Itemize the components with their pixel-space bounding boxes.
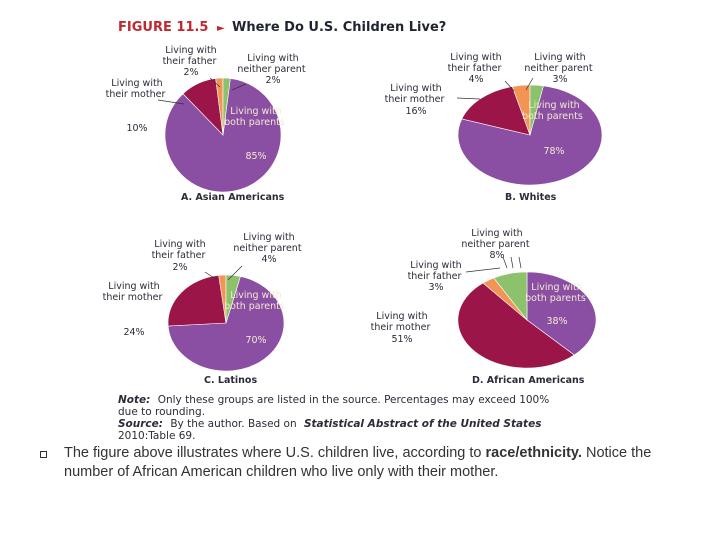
value-b-neither: 3% [552,74,567,85]
value-d-both: 38% [546,316,567,327]
caption-d: D. African Americans [472,375,585,386]
leader-c-neither [227,265,243,281]
leader-b-neither [525,77,534,91]
figure-note: Note: Only these groups are listed in th… [118,394,553,418]
figure-title: Where Do U.S. Children Live? [232,20,446,35]
value-d-neither: 8% [489,250,504,261]
leader-b-father [504,80,515,92]
slice-b-both [457,85,603,186]
slice-d-mother [457,282,575,369]
slice-c-mother [167,275,227,327]
label-c-both: Living with both parents 70% [224,290,288,346]
body-text-2: Notice the number of African American ch… [64,445,652,480]
caption-a: A. Asian Americans [181,192,285,203]
pie-chart-whites: Living with their father 4% Living with ne… [385,52,603,203]
figure-source: Source: By the author. Based on Statisti… [118,418,545,442]
slice-a-neither [222,77,231,136]
value-d-mother: 51% [391,334,412,345]
value-a-father: 2% [183,67,198,78]
value-b-both: 78% [543,146,564,157]
pie-chart-latinos: Living with their father 2% Living with ne… [103,232,304,386]
value-c-father: 2% [172,262,187,273]
value-a-mother: 10% [126,123,147,134]
label-d-father: Living with their father 3% [408,260,465,293]
caption-c: C. Latinos [204,375,257,386]
label-a-mother: Living with their mother 10% [106,78,169,134]
value-a-neither: 2% [265,75,280,86]
label-d-neither: Living with neither parent 8% [461,228,532,261]
leader-a-neither [231,83,247,91]
label-b-mother: Living with their mother 16% [385,83,448,117]
label-c-mother: Living with their mother 24% [103,281,166,338]
leader-c-father [204,271,218,281]
value-b-mother: 16% [405,106,426,117]
bullet-square-icon [40,451,47,458]
leader-a-mother [157,99,185,105]
label-c-neither: Living with neither parent 4% [233,232,304,265]
caption-b: B. Whites [505,192,557,203]
label-b-father: Living with their father 4% [448,52,505,85]
value-a-both: 85% [245,151,266,162]
slice-b-neither [529,84,544,136]
label-a-father: Living with their father 2% [163,45,220,78]
label-d-both: Living with both parents 38% [525,282,589,327]
value-b-father: 4% [468,74,483,85]
body-emphasis: race/ethnicity. [485,445,582,461]
label-c-father: Living with their father 2% [152,239,209,273]
leader-d-neither-1 [502,256,508,269]
body-paragraph: The figure above illustrates where U.S. … [64,444,704,482]
pie-chart-asian-americans: Living with their father 2% Living with ne… [106,45,308,203]
leader-d-father [465,267,501,273]
value-d-father: 3% [428,282,443,293]
value-c-mother: 24% [123,327,144,338]
leader-a-father [209,77,221,88]
slice-d-both [526,271,597,356]
label-a-both: Living with both parents 85% [224,106,288,162]
pie-chart-african-americans: Living with neither parent 8% Living with… [371,228,597,386]
figure-11-5: FIGURE 11.5 ► Where Do U.S. Children Liv… [103,20,603,442]
figure-label: FIGURE 11.5 [118,20,208,35]
slice-d-neither [493,271,528,321]
slice-b-mother [461,86,531,136]
label-d-mother: Living with their mother 51% [371,311,434,345]
leader-b-mother [456,97,481,100]
leader-d-neither-3 [518,256,522,269]
value-c-neither: 4% [261,254,276,265]
label-b-neither: Living with neither parent 3% [524,52,595,85]
figure-arrow: ► [217,23,225,34]
body-text-1: The figure above illustrates where U.S. … [64,445,486,461]
value-c-both: 70% [245,335,266,346]
slice-c-both [167,276,285,372]
leader-d-neither-2 [510,256,514,269]
label-b-both: Living with both parents 78% [522,100,586,157]
label-a-neither: Living with neither parent 2% [237,53,308,86]
slice-c-neither [225,274,241,324]
